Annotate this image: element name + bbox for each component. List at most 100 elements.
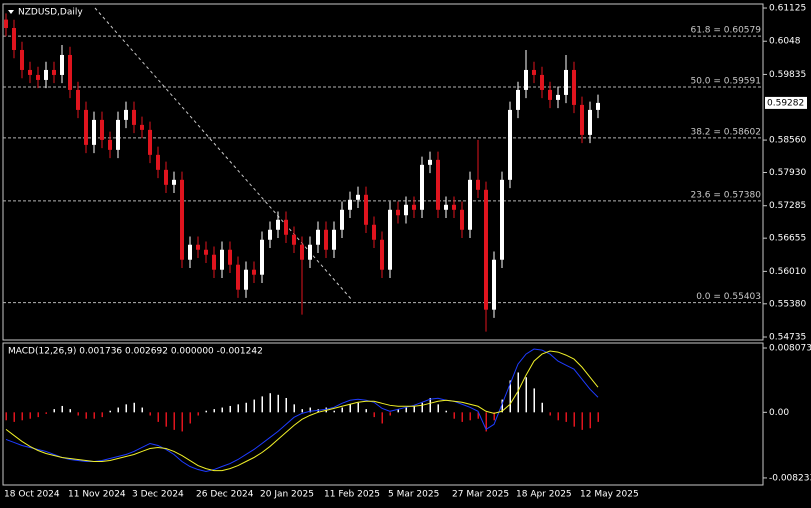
candle-body [564, 69, 568, 95]
candle-body [156, 154, 160, 170]
histogram-bar [501, 399, 503, 413]
candle-body [436, 159, 440, 210]
candle-body [492, 259, 496, 310]
candle-body [188, 244, 192, 260]
histogram-bar [525, 377, 527, 413]
candle-body [92, 119, 96, 145]
candle-body [44, 69, 48, 80]
histogram-bar [245, 402, 247, 413]
histogram-bar [109, 410, 111, 413]
histogram-bar [541, 402, 543, 413]
candle-body [548, 89, 552, 100]
histogram-bar [301, 409, 303, 413]
histogram-bar [285, 397, 287, 413]
candle-body [372, 224, 376, 240]
candle-body [100, 119, 104, 140]
candle-body [468, 179, 472, 230]
candle-body [268, 229, 272, 240]
histogram-bar [469, 412, 471, 421]
candle-body [508, 109, 512, 180]
candle-body [452, 204, 456, 210]
x-tick-label: 26 Dec 2024 [196, 490, 254, 500]
candle-body [524, 69, 528, 90]
y-tick-label: 0.59835 [769, 70, 806, 80]
price-box [765, 96, 807, 109]
histogram-bar [421, 402, 423, 413]
candle-body [540, 74, 544, 90]
candle-body [316, 229, 320, 245]
histogram-bar [253, 399, 255, 413]
candle-body [276, 219, 280, 230]
histogram-bar [261, 396, 263, 413]
histogram-bar [293, 404, 295, 413]
histogram-bar [45, 412, 47, 414]
y-tick-label: 0.54735 [769, 333, 806, 343]
candle-body [460, 209, 464, 230]
menu-arrow [8, 10, 14, 14]
histogram-bar [493, 412, 495, 421]
candle-body [180, 179, 184, 260]
histogram-bar [589, 412, 591, 429]
candle-body [364, 194, 368, 225]
histogram-bar [21, 412, 23, 421]
candle-body [556, 94, 560, 100]
histogram-bar [533, 388, 535, 413]
candle-body [68, 54, 72, 90]
histogram-bar [397, 409, 399, 413]
histogram-bar [77, 412, 79, 416]
candle-body [196, 244, 200, 250]
histogram-bar [405, 407, 407, 413]
candle-body [132, 109, 136, 125]
histogram-bar [181, 412, 183, 432]
candle-body [76, 89, 80, 110]
histogram-bar [213, 409, 215, 413]
y-tick-label: 0.57285 [769, 201, 806, 211]
candle-body [300, 244, 304, 260]
x-tick-label: 5 Mar 2025 [388, 490, 439, 500]
candle-body [108, 139, 112, 150]
histogram-bar [389, 412, 391, 416]
histogram-bar [413, 405, 415, 413]
y-tick-label: 0.6048 [769, 37, 801, 47]
x-tick-label: 18 Oct 2024 [4, 490, 60, 500]
histogram-bar [381, 412, 383, 424]
histogram-bar [93, 412, 95, 419]
y-tick-label: -0.008233 [769, 473, 811, 483]
candle-body [204, 249, 208, 255]
candle-body [484, 189, 488, 310]
histogram-bar [477, 412, 479, 419]
candle-body [148, 129, 152, 155]
histogram-bar [517, 372, 519, 413]
candle-body [308, 244, 312, 260]
histogram-bar [149, 412, 151, 416]
histogram-bar [69, 409, 71, 413]
histogram-bar [125, 404, 127, 413]
histogram-bar [277, 394, 279, 413]
candle-body [140, 124, 144, 130]
histogram-bar [597, 412, 599, 422]
histogram-bar [197, 412, 199, 416]
candle-body [60, 54, 64, 75]
candle-body [356, 194, 360, 200]
candle-body [4, 19, 8, 28]
candle-body [396, 209, 400, 216]
macd-line [5, 350, 599, 472]
candle-body [500, 179, 504, 260]
candle-body [52, 69, 56, 75]
histogram-bar [269, 393, 271, 413]
histogram-bar [429, 397, 431, 413]
candle-body [412, 204, 416, 210]
y-tick-label: 0.55380 [769, 299, 806, 309]
histogram-bar [333, 410, 335, 413]
candle-body [260, 239, 264, 275]
histogram-bar [485, 412, 487, 432]
fib-label: 0.0 = 0.55403 [696, 292, 761, 302]
fib-label: 50.0 = 0.59591 [690, 76, 761, 86]
histogram-bar [85, 412, 87, 419]
candle-body [580, 104, 584, 135]
histogram-bar [37, 412, 39, 418]
histogram-bar [29, 412, 31, 419]
histogram-bar [461, 412, 463, 422]
